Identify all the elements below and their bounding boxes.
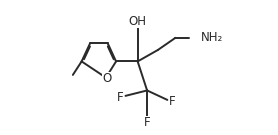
- Text: OH: OH: [129, 15, 147, 28]
- Text: O: O: [102, 72, 112, 85]
- Text: F: F: [169, 95, 176, 108]
- Text: NH₂: NH₂: [201, 31, 223, 44]
- Text: F: F: [116, 91, 123, 104]
- Text: F: F: [144, 116, 150, 129]
